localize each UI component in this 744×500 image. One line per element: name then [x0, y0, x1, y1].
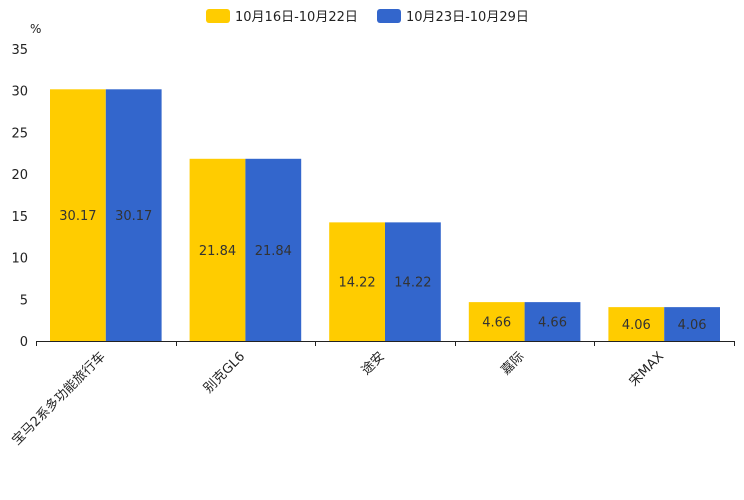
bar	[329, 222, 385, 341]
bar	[189, 158, 246, 341]
bar	[664, 307, 720, 341]
data-label: 4.06	[622, 318, 651, 333]
y-tick-label: 30	[11, 85, 28, 100]
legend-swatch	[206, 9, 230, 23]
y-tick-label: 10	[11, 252, 28, 267]
bar	[608, 307, 665, 341]
data-label: 14.22	[338, 276, 375, 291]
data-label: 14.22	[394, 276, 431, 291]
y-tick-label: 20	[11, 168, 28, 183]
bar	[524, 302, 581, 341]
bar	[385, 222, 441, 341]
y-tick-label: 5	[20, 293, 28, 308]
data-label: 4.06	[678, 318, 707, 333]
y-axis-unit-label: %	[30, 22, 41, 36]
legend-label: 10月16日-10月22日	[235, 10, 358, 25]
x-tick-label: 途安	[358, 349, 388, 379]
bars: 30.17 30.17 21.84 21.84 14.22 14.22 4.66 4.66 4.…	[50, 89, 720, 342]
bar	[245, 158, 302, 341]
data-label: 30.17	[115, 209, 152, 224]
legend-label: 10月23日-10月29日	[406, 10, 529, 25]
legend-swatch	[377, 9, 401, 23]
x-tick-label: 别克GL6	[201, 349, 248, 396]
x-tick-label: 嘉际	[498, 349, 527, 378]
data-label: 21.84	[199, 244, 236, 259]
y-tick-label: 0	[20, 335, 28, 350]
x-tick-label: 宋MAX	[627, 349, 667, 389]
y-tick-label: 35	[11, 43, 28, 58]
bar	[468, 302, 525, 341]
y-axis: 0 5 10 15 20 25 30 35	[11, 43, 28, 350]
bar	[50, 89, 106, 342]
data-label: 21.84	[255, 244, 292, 259]
data-label: 4.66	[538, 316, 567, 331]
x-tick-label: 宝马2系多功能旅行车	[9, 349, 109, 449]
legend: 10月16日-10月22日 10月23日-10月29日	[206, 9, 529, 25]
y-tick-label: 25	[11, 126, 28, 141]
x-axis: 宝马2系多功能旅行车 别克GL6 途安 嘉际 宋MAX	[9, 341, 735, 448]
y-tick-label: 15	[11, 210, 28, 225]
bar	[105, 89, 162, 342]
data-label: 30.17	[59, 209, 96, 224]
data-label: 4.66	[482, 316, 511, 331]
